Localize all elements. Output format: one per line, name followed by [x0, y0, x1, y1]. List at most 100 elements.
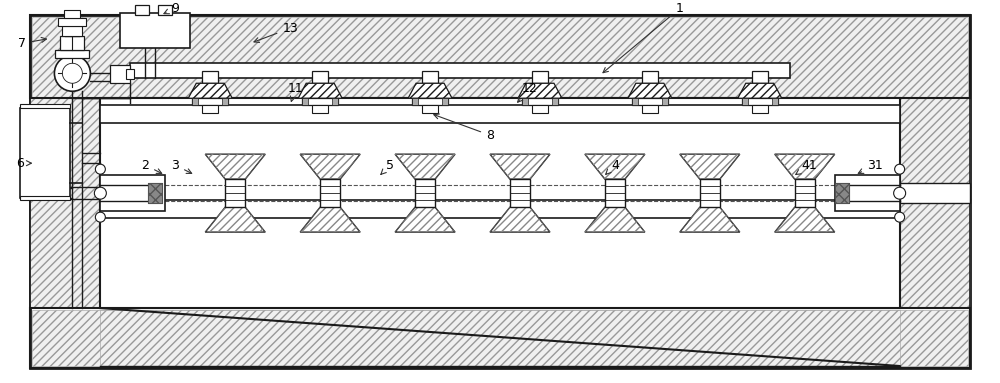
Bar [552, 98, 558, 105]
Bar [835, 183, 849, 203]
Bar [55, 50, 89, 58]
Bar [20, 104, 70, 108]
Bar [835, 175, 900, 211]
Polygon shape [205, 207, 265, 232]
Text: 8: 8 [434, 114, 494, 142]
Bar [302, 98, 308, 105]
Bar [700, 179, 720, 207]
Bar [148, 183, 162, 203]
Bar [60, 36, 84, 50]
Bar [320, 179, 340, 207]
Bar [20, 108, 70, 198]
Bar [30, 98, 100, 308]
Polygon shape [205, 154, 265, 179]
Text: 13: 13 [254, 22, 298, 43]
Bar [30, 308, 970, 368]
Text: 9: 9 [164, 2, 179, 15]
Circle shape [895, 164, 905, 174]
Bar [632, 98, 638, 105]
Bar [30, 98, 100, 308]
Bar [312, 71, 328, 83]
Polygon shape [738, 83, 782, 98]
Bar [135, 5, 149, 15]
Bar [100, 200, 900, 218]
Circle shape [62, 63, 82, 83]
Bar [302, 98, 338, 105]
Bar [422, 71, 438, 83]
Text: 12: 12 [518, 82, 538, 102]
Bar [332, 98, 338, 105]
Polygon shape [680, 154, 740, 179]
Bar [632, 98, 668, 105]
Text: 7: 7 [18, 37, 46, 50]
Text: 31: 31 [858, 159, 883, 173]
Polygon shape [188, 83, 232, 98]
Polygon shape [585, 154, 645, 179]
Bar [795, 179, 815, 207]
Bar [752, 105, 768, 113]
Bar [312, 105, 328, 113]
Bar [532, 71, 548, 83]
Polygon shape [680, 207, 740, 232]
Bar [64, 10, 80, 18]
Text: 11: 11 [287, 82, 303, 101]
Bar [120, 13, 190, 48]
Text: 41: 41 [796, 159, 818, 175]
Bar [422, 105, 438, 113]
Polygon shape [775, 207, 835, 232]
Polygon shape [585, 207, 645, 232]
Polygon shape [775, 154, 835, 179]
Bar [100, 310, 900, 366]
Bar [100, 175, 165, 211]
Bar [522, 98, 558, 105]
Bar [772, 98, 778, 105]
Polygon shape [300, 154, 360, 179]
Bar [900, 183, 970, 203]
Bar [642, 71, 658, 83]
Bar [126, 69, 134, 79]
Circle shape [894, 187, 906, 199]
Bar [412, 98, 418, 105]
Polygon shape [518, 83, 562, 98]
Bar [605, 179, 625, 207]
Polygon shape [490, 154, 550, 179]
Text: 2: 2 [141, 159, 162, 173]
Bar [532, 105, 548, 113]
Bar [202, 105, 218, 113]
Text: 3: 3 [171, 159, 192, 173]
Bar [62, 26, 82, 36]
Bar [442, 98, 448, 105]
Bar [522, 98, 528, 105]
Polygon shape [628, 83, 672, 98]
Bar [148, 183, 162, 203]
Bar [100, 98, 900, 308]
Polygon shape [395, 207, 455, 232]
Bar [110, 65, 130, 83]
Text: 5: 5 [381, 159, 394, 174]
Polygon shape [300, 207, 360, 232]
Bar [100, 105, 900, 123]
Bar [158, 5, 172, 15]
Bar [900, 98, 970, 308]
Bar [130, 63, 790, 78]
Bar [192, 98, 198, 105]
Bar [222, 98, 228, 105]
Circle shape [95, 164, 105, 174]
Bar [900, 98, 970, 308]
Bar [752, 71, 768, 83]
Bar [225, 179, 245, 207]
Bar [32, 17, 968, 98]
Bar [192, 98, 228, 105]
Polygon shape [408, 83, 452, 98]
Polygon shape [395, 154, 455, 179]
Text: 1: 1 [603, 2, 684, 73]
Bar [742, 98, 778, 105]
Bar [30, 15, 970, 98]
Polygon shape [490, 207, 550, 232]
Bar [642, 105, 658, 113]
Circle shape [94, 187, 106, 199]
Bar [20, 196, 70, 200]
Bar [202, 71, 218, 83]
Text: 4: 4 [606, 159, 619, 174]
Circle shape [95, 212, 105, 222]
